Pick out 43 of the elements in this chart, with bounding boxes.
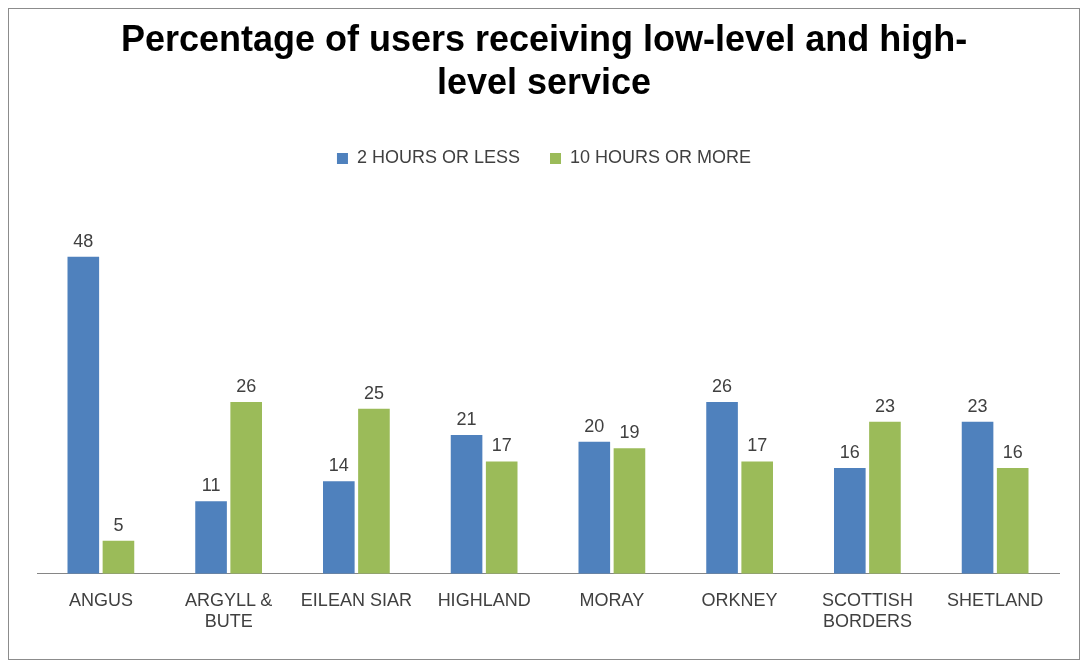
legend-label: 10 HOURS OR MORE [570, 147, 752, 168]
data-label: 11 [201, 475, 221, 496]
bar [706, 402, 738, 574]
data-label: 5 [113, 514, 124, 535]
data-label: 20 [584, 415, 605, 436]
data-label: 23 [874, 395, 895, 416]
data-label: 16 [839, 442, 860, 463]
bar [578, 441, 611, 574]
bar [741, 461, 773, 574]
data-label: 48 [73, 230, 94, 251]
bar [230, 402, 262, 574]
data-label: 14 [328, 455, 349, 476]
bar [869, 421, 901, 574]
data-label: 17 [491, 435, 512, 456]
bar [834, 468, 866, 574]
bar [613, 448, 646, 574]
x-tick-label: ORKNEY [701, 589, 778, 610]
bar [323, 481, 355, 574]
bar [195, 501, 227, 574]
bar [102, 540, 135, 574]
x-tick-label: HIGHLAND [437, 589, 531, 610]
data-label: 17 [747, 435, 768, 456]
x-tick-label: MORAY [579, 589, 645, 610]
x-tick-label: SCOTTISH BORDERS [821, 589, 913, 632]
data-label: 19 [619, 422, 640, 443]
x-tick-label: EILEAN SIAR [300, 589, 412, 610]
bar [961, 421, 994, 574]
data-label: 23 [967, 395, 988, 416]
bar [996, 468, 1029, 574]
legend-label: 2 HOURS OR LESS [356, 147, 521, 168]
x-tick-label: ANGUS [68, 589, 133, 610]
bar [485, 461, 518, 574]
data-label: 21 [456, 409, 477, 430]
x-tick-label: ARGYLL & BUTE [184, 589, 273, 632]
bar [67, 256, 100, 574]
chart-title: Percentage of users receiving low-level and high-level service [120, 17, 968, 102]
bar [450, 435, 483, 574]
data-label: 25 [363, 382, 384, 403]
data-label: 26 [236, 376, 257, 396]
data-label: 26 [712, 376, 733, 396]
x-tick-label: SHETLAND [947, 589, 1044, 610]
data-label: 16 [1002, 442, 1023, 463]
bar [358, 408, 390, 574]
